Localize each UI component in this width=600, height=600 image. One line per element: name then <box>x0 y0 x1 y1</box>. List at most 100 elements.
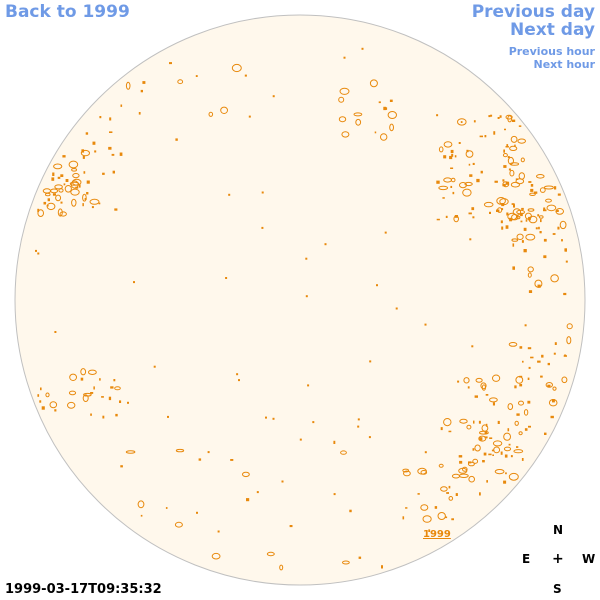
feature-mark <box>54 331 57 333</box>
feature-mark <box>479 492 481 496</box>
feature-mark <box>78 184 81 188</box>
feature-mark <box>140 514 143 517</box>
feature-mark <box>520 212 523 217</box>
feature-mark <box>530 188 534 192</box>
feature-mark <box>481 384 486 391</box>
feature-mark <box>484 431 488 434</box>
feature-mark <box>57 208 63 217</box>
previous-hour-link[interactable]: Previous hour <box>508 45 595 58</box>
feature-mark <box>71 168 78 172</box>
feature-mark <box>438 463 444 468</box>
feature-mark <box>217 530 220 533</box>
feature-mark <box>556 209 559 212</box>
feature-mark <box>445 215 448 218</box>
feature-mark <box>524 428 528 431</box>
feature-mark <box>102 415 105 419</box>
feature-mark <box>505 472 507 475</box>
feature-mark <box>112 170 115 174</box>
feature-mark <box>501 208 504 211</box>
feature-mark <box>142 81 146 84</box>
feature-mark <box>443 418 452 427</box>
feature-mark <box>99 116 102 119</box>
feature-mark <box>555 208 565 215</box>
feature-mark <box>90 413 92 416</box>
feature-mark <box>503 149 505 153</box>
feature-mark <box>543 209 547 212</box>
feature-mark <box>519 383 523 387</box>
feature-mark <box>248 115 251 118</box>
feature-mark <box>37 252 40 255</box>
feature-mark <box>466 424 472 430</box>
feature-mark <box>374 131 377 134</box>
feature-mark <box>343 56 346 59</box>
feature-mark <box>550 415 554 419</box>
feature-mark <box>473 420 475 424</box>
feature-mark <box>446 492 449 494</box>
feature-mark <box>338 96 345 103</box>
feature-mark <box>175 448 185 453</box>
feature-mark <box>502 179 505 182</box>
feature-mark <box>417 493 420 495</box>
feature-mark <box>238 379 240 382</box>
feature-mark <box>442 197 445 199</box>
feature-mark <box>120 465 123 468</box>
feature-mark <box>45 192 51 197</box>
feature-mark <box>468 475 476 483</box>
feature-mark <box>41 406 45 410</box>
feature-mark <box>502 153 508 158</box>
feature-mark <box>516 233 524 241</box>
feature-mark <box>49 401 58 409</box>
feature-mark <box>422 515 432 523</box>
feature-mark <box>434 506 438 509</box>
feature-mark <box>120 104 123 107</box>
feature-mark <box>528 290 533 293</box>
feature-mark <box>169 62 172 65</box>
feature-mark <box>489 211 491 214</box>
next-hour-link[interactable]: Next hour <box>533 58 596 71</box>
feature-mark <box>507 156 510 159</box>
feature-mark <box>537 214 540 217</box>
feature-mark <box>272 417 275 420</box>
feature-mark <box>490 114 493 117</box>
feature-mark <box>500 451 503 455</box>
feature-mark <box>516 209 525 215</box>
feature-mark <box>358 556 362 559</box>
feature-mark <box>361 47 364 50</box>
feature-mark <box>279 564 284 571</box>
feature-mark <box>468 163 471 166</box>
feature-mark <box>86 192 89 195</box>
feature-mark <box>43 201 47 205</box>
feature-mark <box>462 188 472 197</box>
feature-mark <box>506 212 509 216</box>
back-to-year-link[interactable]: Back to 1999 <box>5 2 130 22</box>
feature-mark <box>524 324 527 327</box>
feature-mark <box>81 149 85 153</box>
feature-mark <box>59 211 67 217</box>
feature-mark <box>543 238 547 242</box>
feature-mark <box>256 491 259 494</box>
feature-mark <box>522 360 524 363</box>
feature-mark <box>305 257 308 260</box>
feature-mark <box>520 220 523 223</box>
feature-mark <box>540 375 543 378</box>
feature-mark <box>525 219 528 222</box>
feature-mark <box>559 220 567 230</box>
feature-mark <box>554 186 557 190</box>
feature-mark <box>289 525 293 528</box>
feature-mark <box>471 207 475 211</box>
feature-mark <box>502 183 506 187</box>
feature-mark <box>521 458 524 461</box>
feature-mark <box>448 496 454 501</box>
feature-mark <box>471 345 474 348</box>
feature-mark <box>566 336 572 345</box>
feature-mark <box>521 207 524 210</box>
feature-mark <box>75 186 79 189</box>
next-day-link[interactable]: Next day <box>510 20 595 40</box>
feature-mark <box>443 141 453 148</box>
feature-mark <box>436 180 440 184</box>
previous-day-link[interactable]: Previous day <box>471 2 595 22</box>
feature-mark <box>517 138 527 144</box>
feature-mark <box>281 480 284 483</box>
feature-mark <box>545 198 552 203</box>
disk-year-link[interactable]: 1999 <box>423 529 451 540</box>
